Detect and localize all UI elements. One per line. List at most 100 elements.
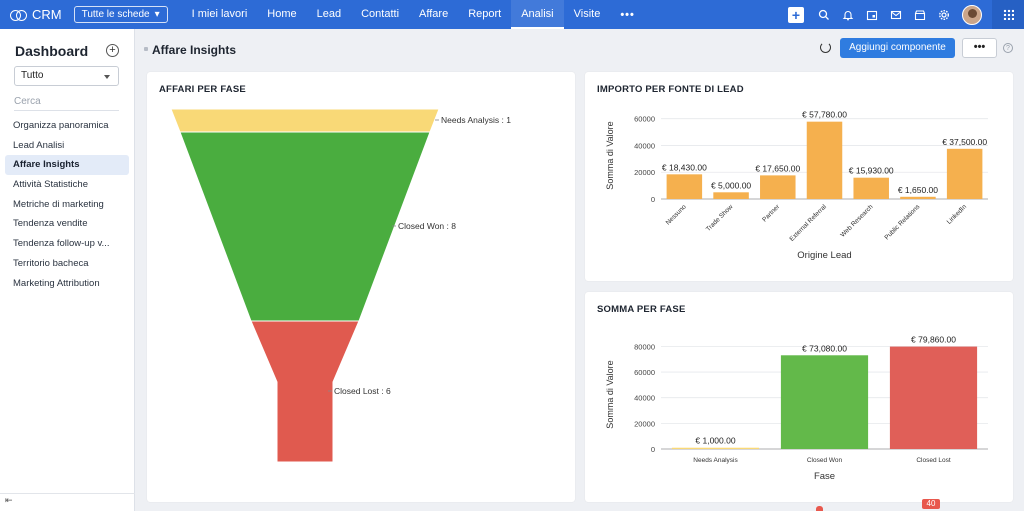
sidebar-item[interactable]: Affare Insights	[5, 155, 129, 176]
bar-value-label: € 57,780.00	[802, 110, 847, 120]
plus-icon[interactable]: +	[788, 6, 804, 23]
funnel-label: Closed Won : 8	[398, 221, 456, 231]
nav-tab-visite[interactable]: Visite	[573, 8, 601, 20]
y-tick-label: 60000	[634, 115, 655, 124]
nav-tab-analisi[interactable]: Analisi	[511, 0, 564, 29]
bar[interactable]	[666, 174, 703, 199]
add-component-button[interactable]: Aggiungi componente	[840, 38, 955, 58]
sidebar-item[interactable]: Marketing Attribution	[13, 277, 100, 289]
all-tabs-dropdown[interactable]: Tutte le schede ▾	[73, 6, 168, 23]
bar[interactable]	[713, 192, 749, 199]
calendar-icon[interactable]	[860, 0, 884, 29]
bar-value-label: € 17,650.00	[755, 163, 800, 173]
top-icons: +	[788, 0, 1024, 29]
funnel-segment[interactable]	[250, 320, 360, 463]
lead-source-card-title: IMPORTO PER FONTE DI LEAD	[597, 84, 744, 95]
lead-source-card: IMPORTO PER FONTE DI LEAD 0 20000 40000 600…	[585, 72, 1013, 281]
nav-tab-contatti[interactable]: Contatti	[361, 8, 400, 20]
sidebar-item[interactable]: Territorio bacheca	[13, 257, 89, 269]
sidebar-item[interactable]: Organizza panoramica	[13, 120, 109, 131]
refresh-icon[interactable]	[820, 42, 831, 53]
dashboard-sidebar: Dashboard + Tutto Cerca Organizza panora…	[0, 29, 135, 511]
sidebar-item[interactable]: Tendenza vendite	[13, 218, 88, 230]
lead-source-chart: 0 20000 40000 60000 Somma di Valore Origine L…	[605, 110, 988, 261]
more-options-button[interactable]: •••	[962, 38, 997, 58]
top-navigation-bar: CRM Tutte le schede ▾ I miei lavori Home L…	[0, 0, 1024, 29]
x-tick-label: Needs Analysis	[693, 457, 738, 464]
bar[interactable]	[889, 346, 978, 449]
nav-tab-lead[interactable]: Lead	[316, 8, 342, 20]
app-grid-icon[interactable]	[992, 0, 1024, 29]
bar-value-label: € 5,000.00	[711, 180, 751, 190]
bar[interactable]	[760, 175, 796, 199]
x-tick-label: External Referral	[788, 203, 828, 243]
page-title: Affare Insights	[143, 43, 237, 57]
sidebar-divider	[0, 493, 135, 494]
bar-value-label: € 79,860.00	[911, 335, 956, 345]
bar-value-label: € 1,000.00	[695, 436, 735, 446]
bar[interactable]	[853, 177, 889, 199]
stage-sum-chart: 0 20000 40000 60000 80000 Somma di Valore Fase…	[605, 335, 988, 482]
x-tick-label: Nessuno	[665, 203, 688, 226]
all-tabs-label: Tutte le schede	[81, 9, 150, 20]
funnel-card-title: AFFARI PER FASE	[159, 84, 246, 95]
stage-sum-card-title: SOMMA PER FASE	[597, 304, 686, 315]
y-tick-label: 20000	[634, 419, 655, 428]
bar[interactable]	[671, 447, 760, 449]
funnel-chart: Needs Analysis : 1 Closed Won : 8 Closed L…	[170, 108, 511, 463]
sidebar-item[interactable]: Lead Analisi	[13, 139, 65, 151]
funnel-label: Closed Lost : 6	[334, 386, 391, 396]
nav-tab-report[interactable]: Report	[468, 8, 502, 20]
bar[interactable]	[946, 148, 983, 199]
add-dashboard-icon[interactable]: +	[106, 44, 119, 57]
notification-badge[interactable]: 40	[922, 499, 940, 509]
funnel-segment[interactable]	[170, 108, 440, 133]
bar-value-label: € 1,650.00	[898, 185, 938, 195]
bar-value-label: € 73,080.00	[802, 343, 847, 353]
x-tick-label: Partner	[761, 203, 782, 224]
x-tick-label: Closed Lost	[916, 457, 951, 464]
sidebar-item[interactable]: Metriche di marketing	[13, 198, 104, 210]
y-tick-label: 60000	[634, 368, 655, 377]
caret-down-icon	[104, 75, 110, 79]
stage-sum-card: SOMMA PER FASE 0 20000 40000 60000 80000 Somm…	[585, 292, 1013, 502]
funnel-segment[interactable]	[179, 131, 431, 322]
bar[interactable]	[900, 196, 936, 199]
x-axis-label: Fase	[814, 471, 835, 482]
avatar[interactable]	[962, 4, 982, 25]
mail-icon[interactable]	[884, 0, 908, 29]
help-icon[interactable]: ?	[1003, 43, 1013, 53]
bar-value-label: € 18,430.00	[662, 162, 707, 172]
search-icon[interactable]	[812, 0, 836, 29]
sidebar-item[interactable]: Tendenza follow-up v...	[13, 238, 110, 250]
nav-tab-affare[interactable]: Affare	[419, 8, 449, 20]
collapse-icon[interactable]: ⇤	[5, 495, 13, 505]
store-icon[interactable]	[908, 0, 932, 29]
nav-tab-home[interactable]: Home	[267, 8, 297, 20]
y-tick-label: 40000	[634, 141, 655, 150]
y-tick-label: 20000	[634, 168, 655, 177]
crm-logo[interactable]: CRM	[0, 7, 74, 22]
main-nav: I miei lavori Home Lead Contatti Affare Repor…	[182, 0, 611, 29]
y-tick-label: 0	[651, 195, 655, 204]
notification-dot	[816, 506, 823, 511]
chevron-down-icon: ▾	[154, 9, 160, 20]
dashboard-search-input[interactable]: Cerca	[14, 96, 119, 111]
x-tick-label: Web Research	[839, 203, 875, 239]
nav-tab-i-miei-lavori[interactable]: I miei lavori	[191, 8, 248, 20]
gear-icon[interactable]	[932, 0, 956, 29]
bar-value-label: € 15,930.00	[849, 166, 894, 176]
sidebar-item[interactable]: Attività Statistiche	[13, 179, 88, 191]
bar[interactable]	[780, 355, 869, 449]
dashboard-filter-value: Tutto	[21, 70, 44, 81]
x-tick-label: Trade Show	[705, 203, 735, 233]
y-axis-label: Somma di Valore	[605, 121, 615, 189]
more-tabs-button[interactable]: •••	[620, 8, 635, 21]
x-tick-label: Public Relations	[883, 203, 921, 241]
funnel-card: AFFARI PER FASE Needs Analysis : 1 Closed…	[147, 72, 575, 502]
bar[interactable]	[806, 121, 843, 199]
dashboard-filter-select[interactable]: Tutto	[14, 66, 119, 86]
x-tick-label: LinkedIn	[946, 203, 969, 226]
app-name: CRM	[32, 7, 62, 22]
bell-icon[interactable]	[836, 0, 860, 29]
